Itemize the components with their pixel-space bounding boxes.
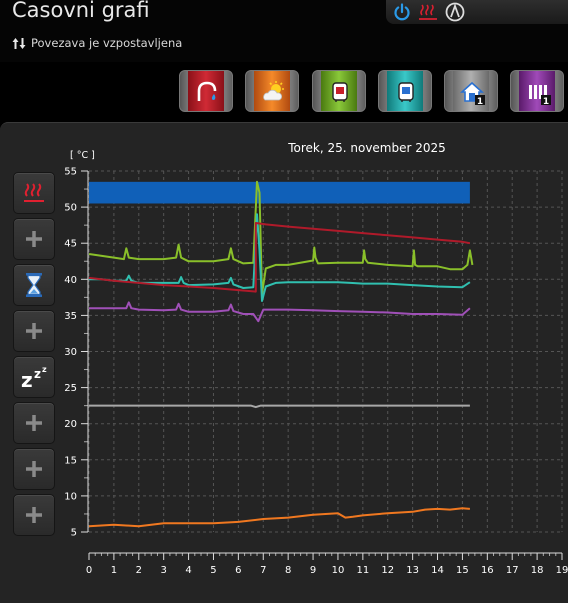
add-button-1[interactable] — [13, 218, 55, 260]
x-tick-label: 8 — [285, 565, 291, 576]
weather-icon — [263, 81, 284, 101]
y-tick-label: 25 — [64, 383, 77, 394]
series-line-5 — [88, 507, 470, 528]
house-1-button[interactable]: 1 — [444, 70, 498, 112]
connection-status: Povezava je vzpostavljena — [12, 36, 182, 50]
plus-icon — [26, 507, 42, 523]
hourglass-icon — [26, 273, 42, 297]
y-tick-label: 20 — [64, 419, 77, 430]
series-line-1 — [89, 213, 471, 302]
status-text: Povezava je vzpostavljena — [31, 36, 183, 50]
x-tick-label: 0 — [86, 565, 92, 576]
plus-icon — [26, 415, 42, 431]
x-tick-label: 11 — [356, 565, 369, 576]
tank-heating-button[interactable] — [312, 70, 366, 112]
x-tick-label: 6 — [235, 565, 241, 576]
timer-button[interactable] — [13, 264, 55, 306]
chart-title: Torek, 25. november 2025 — [287, 141, 446, 155]
series-line-0 — [88, 180, 474, 295]
x-tick-label: 15 — [456, 565, 469, 576]
sleep-button[interactable]: z z z — [13, 356, 55, 398]
plus-icon — [26, 461, 42, 477]
tap-icon — [197, 81, 217, 101]
x-tick-label: 5 — [210, 565, 216, 576]
chart-band-layer — [89, 181, 470, 204]
add-button-5[interactable] — [13, 494, 55, 536]
plus-icon — [26, 323, 42, 339]
x-tick-label: 7 — [260, 565, 266, 576]
y-tick-label: 55 — [64, 167, 77, 178]
y-tick-label: 15 — [64, 455, 77, 466]
y-tick-label: 50 — [64, 203, 77, 214]
tank-icon — [398, 82, 414, 102]
y-tick-label: 40 — [64, 275, 77, 286]
tank-cooling-button[interactable] — [378, 70, 432, 112]
heating-icon[interactable] — [418, 2, 438, 22]
radiator-icon: 1 — [529, 85, 551, 106]
mode-bar: 1 1 — [0, 62, 568, 120]
chart-series-layer — [88, 180, 474, 528]
x-tick-label: 17 — [506, 565, 519, 576]
x-tick-label: 2 — [136, 565, 142, 576]
power-icon[interactable] — [392, 2, 412, 22]
radiator-1-button[interactable]: 1 — [510, 70, 564, 112]
series-line-4 — [89, 404, 470, 409]
badge-1: 1 — [543, 97, 549, 106]
x-tick-label: 1 — [111, 565, 117, 576]
chart-y-axis-label: [ °C ] — [70, 150, 95, 161]
badge-1: 1 — [477, 97, 483, 106]
target-band — [89, 181, 470, 204]
mode-icon[interactable] — [445, 2, 465, 22]
svg-text:z: z — [34, 367, 41, 381]
x-tick-label: 3 — [160, 565, 166, 576]
heating-toggle-button[interactable] — [13, 172, 55, 214]
tank-icon — [332, 82, 348, 102]
plus-icon — [26, 231, 42, 247]
add-button-2[interactable] — [13, 310, 55, 352]
header: Časovni grafi Povezava je vzpostavljena — [0, 0, 568, 62]
add-button-3[interactable] — [13, 402, 55, 444]
y-tick-label: 30 — [64, 347, 77, 358]
y-tick-label: 35 — [64, 311, 77, 322]
series-line-2 — [89, 301, 471, 323]
x-tick-label: 9 — [310, 565, 316, 576]
add-button-4[interactable] — [13, 448, 55, 490]
top-status-bar — [386, 0, 568, 24]
chart-panel: z z z 5 10 15 20 25 30 35 40 45 50 55 0 1 2 3 4 5 6 7 8 9 10 1… — [0, 122, 568, 603]
y-tick-label: 45 — [64, 239, 77, 250]
dhw-button[interactable] — [179, 70, 233, 112]
y-tick-label: 5 — [71, 528, 77, 539]
heating-icon — [24, 183, 44, 202]
house-icon: 1 — [460, 81, 485, 106]
series-line-3 — [88, 222, 471, 293]
svg-text:z: z — [21, 368, 33, 390]
updown-arrows-icon — [12, 37, 26, 49]
svg-text:z: z — [42, 365, 47, 374]
x-tick-label: 13 — [406, 565, 419, 576]
chart-grid — [88, 170, 563, 533]
weather-button[interactable] — [245, 70, 299, 112]
x-tick-label: 18 — [531, 565, 544, 576]
x-tick-label: 10 — [332, 565, 345, 576]
page-title: Časovni grafi — [12, 0, 150, 22]
x-tick-label: 19 — [556, 565, 568, 576]
y-tick-label: 10 — [64, 491, 77, 502]
x-tick-label: 12 — [381, 565, 394, 576]
x-tick-label: 14 — [431, 565, 444, 576]
sleep-icon: z z z — [21, 365, 47, 390]
x-tick-label: 16 — [481, 565, 494, 576]
x-tick-label: 4 — [185, 565, 191, 576]
